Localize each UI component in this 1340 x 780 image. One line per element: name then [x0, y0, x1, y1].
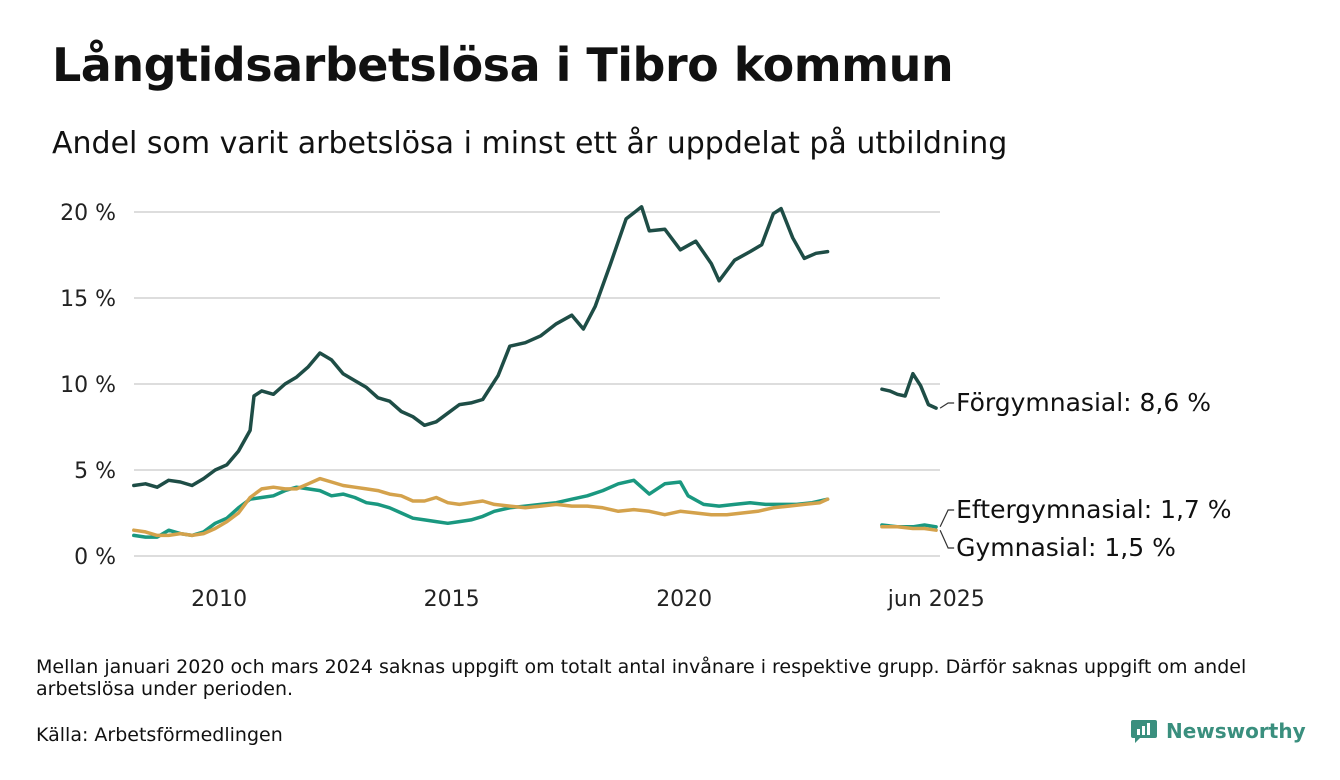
y-tick-label: 10 % [60, 373, 116, 398]
leader-line [939, 402, 955, 409]
series-lines [132, 205, 938, 539]
series-line-eftergymnasial [132, 478, 830, 539]
brand-name: Newsworthy [1166, 719, 1306, 743]
chart-subtitle: Andel som varit arbetslösa i minst ett å… [52, 126, 1008, 161]
y-tick-label: 0 % [74, 545, 116, 570]
chart-svg: 0 %5 %10 %15 %20 % 2010 2015 2020 jun 2025 … [60, 201, 1232, 612]
end-label-gymnasial: Gymnasial: 1,5 % [956, 533, 1176, 562]
series-line-förgymnasial [132, 205, 830, 489]
y-tick-label: 15 % [60, 287, 116, 312]
y-tick-label: 5 % [74, 459, 116, 484]
x-axis-ticks: 2010 2015 2020 jun 2025 [191, 587, 985, 612]
end-label-eftergymnasial: Eftergymnasial: 1,7 % [956, 495, 1231, 524]
leader-line [939, 529, 955, 549]
series-line-förgymnasial [880, 371, 938, 410]
x-tick-label: jun 2025 [887, 587, 985, 612]
brand-logo[interactable]: Newsworthy [1130, 718, 1306, 744]
x-tick-label: 2015 [424, 587, 480, 612]
source-text: Källa: Arbetsförmedlingen [36, 724, 283, 746]
chart-title: Långtidsarbetslösa i Tibro kommun [52, 38, 954, 92]
x-tick-label: 2020 [656, 587, 712, 612]
end-labels: Förgymnasial: 8,6 % Eftergymnasial: 1,7 %… [939, 388, 1232, 562]
end-label-förgymnasial: Förgymnasial: 8,6 % [956, 388, 1211, 417]
x-tick-label: 2010 [191, 587, 247, 612]
footnote: Mellan januari 2020 och mars 2024 saknas… [36, 656, 1247, 700]
leader-line [939, 509, 955, 528]
series-line-gymnasial [132, 476, 830, 538]
y-axis-ticks: 0 % 5 % 10 % 15 % 20 % [60, 201, 116, 570]
y-tick-label: 20 % [60, 201, 116, 226]
series-line-gymnasial [880, 525, 938, 532]
newsworthy-logo-icon [1131, 720, 1157, 743]
grid [134, 211, 940, 557]
